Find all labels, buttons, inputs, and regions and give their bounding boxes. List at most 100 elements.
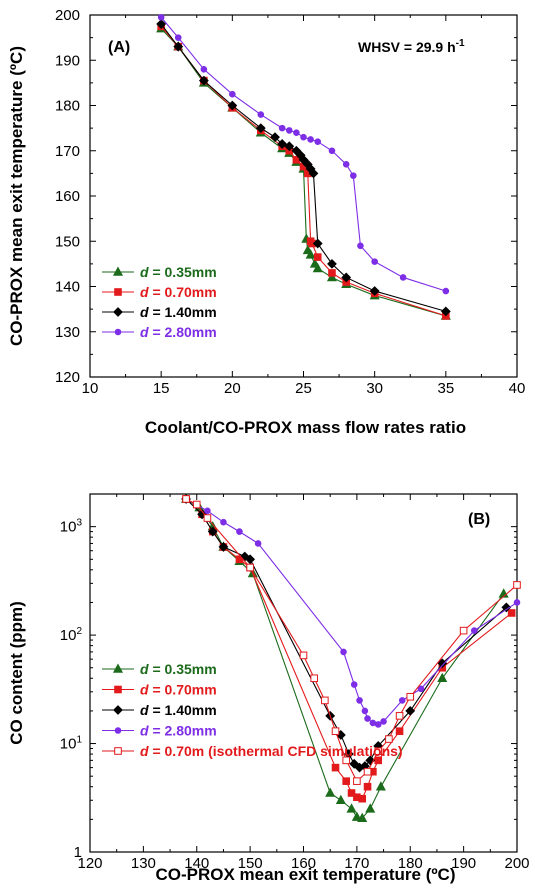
legend-entry: d = 0.70m (isothermal CFD simulations) <box>140 743 403 759</box>
series-line <box>185 498 505 819</box>
y-tick-label: 1 <box>74 844 82 861</box>
data-point <box>331 727 340 735</box>
data-point <box>375 781 386 791</box>
legend-entry: d = 0.35mm <box>140 661 217 677</box>
y-tick-label: 101 <box>60 735 83 753</box>
data-point <box>174 34 182 41</box>
data-point <box>417 685 425 693</box>
data-point <box>358 794 367 803</box>
legend-entry: d = 2.80mm <box>140 723 217 739</box>
legend-marker <box>114 328 122 336</box>
data-point <box>350 172 357 179</box>
data-point <box>305 249 316 259</box>
plot-frame <box>89 14 518 378</box>
data-point <box>257 111 265 118</box>
data-point <box>363 782 372 791</box>
data-point <box>246 563 254 572</box>
series-line <box>185 498 507 769</box>
y-tick-label: 160 <box>55 188 80 205</box>
y-tick-label: 130 <box>55 324 80 341</box>
y-tick-label: 140 <box>55 279 80 296</box>
data-point <box>459 626 468 635</box>
data-point <box>328 147 336 155</box>
data-point <box>361 707 369 715</box>
data-point <box>313 253 322 261</box>
data-point <box>293 129 300 136</box>
data-point <box>207 526 218 537</box>
legend-marker <box>114 747 122 755</box>
data-point <box>156 19 167 29</box>
whsv-annotation: WHSV = 29.9 h-1 <box>358 38 465 55</box>
data-point <box>356 697 363 704</box>
legend-marker <box>112 266 124 276</box>
data-point <box>312 238 323 249</box>
data-point <box>347 789 356 797</box>
x-tick-label: 180 <box>398 855 423 872</box>
panel-label: (B) <box>468 511 490 528</box>
data-point <box>369 286 380 296</box>
data-point <box>399 274 407 281</box>
data-point <box>254 540 262 547</box>
data-point <box>285 127 293 134</box>
data-point <box>440 306 451 317</box>
y-tick-label: 170 <box>55 143 80 160</box>
data-point <box>513 599 521 606</box>
data-point <box>220 518 227 526</box>
x-tick-label: 150 <box>238 855 263 872</box>
data-point <box>442 287 450 295</box>
data-point <box>369 719 377 727</box>
legend-entry: d = 0.70mm <box>140 682 217 698</box>
legend-marker <box>112 663 124 673</box>
data-point <box>363 767 372 776</box>
data-point <box>374 747 383 756</box>
data-point <box>395 727 404 735</box>
legend-marker <box>114 685 122 694</box>
data-point <box>357 242 364 250</box>
data-point <box>351 811 362 821</box>
x-tick-label: 35 <box>437 380 454 397</box>
x-tick-label: 20 <box>224 380 241 397</box>
x-tick-label: 200 <box>504 855 529 872</box>
data-point <box>308 168 319 179</box>
y-tick-label: 120 <box>55 369 80 386</box>
y-tick-label: 150 <box>55 233 80 250</box>
x-axis-label: CO-PROX mean exit temperature (ºC) <box>156 865 456 884</box>
data-point <box>218 542 229 552</box>
x-tick-label: 190 <box>451 855 476 872</box>
legend-entry: d = 0.35mm <box>140 264 217 280</box>
data-point <box>270 132 280 143</box>
legend-entry: d = 0.70mm <box>140 284 217 300</box>
x-tick-label: 25 <box>295 380 312 397</box>
data-point <box>327 258 337 269</box>
legend: d = 0.35mm d = 0.70mm d = 1.40mm d = 2.80mm <box>102 264 217 340</box>
series-line <box>185 498 518 726</box>
y-axis-label: CO content (ppm) <box>7 601 26 745</box>
legend-marker <box>114 288 122 296</box>
data-point <box>198 75 209 86</box>
panel-label: (A) <box>108 39 130 56</box>
data-point <box>227 100 238 111</box>
legend-entry: d = 2.80mm <box>140 324 217 340</box>
data-point <box>405 705 416 716</box>
data-point <box>353 777 361 785</box>
data-point <box>507 609 516 617</box>
legend-entry: d = 1.40mm <box>140 702 217 718</box>
data-point <box>321 696 329 705</box>
data-point <box>380 718 387 725</box>
data-point <box>331 763 340 772</box>
data-point <box>406 692 415 701</box>
x-tick-label: 130 <box>131 855 156 872</box>
data-point <box>364 715 371 722</box>
data-point <box>335 794 346 805</box>
x-tick-label: 120 <box>77 855 102 872</box>
data-point <box>182 495 190 503</box>
series-3 <box>156 19 451 317</box>
x-axis-label: Coolant/CO-PROX mass flow rates ratio <box>145 418 466 437</box>
y-tick-label: 200 <box>55 7 80 24</box>
legend-marker <box>113 705 123 715</box>
data-point <box>310 674 318 683</box>
x-tick-label: 170 <box>344 855 369 872</box>
legend: d = 0.35mm d = 0.70mm d = 1.40mm d = 2.80mm… <box>102 661 403 759</box>
legend-entry: d = 1.40mm <box>140 304 217 320</box>
x-tick-label: 160 <box>291 855 316 872</box>
